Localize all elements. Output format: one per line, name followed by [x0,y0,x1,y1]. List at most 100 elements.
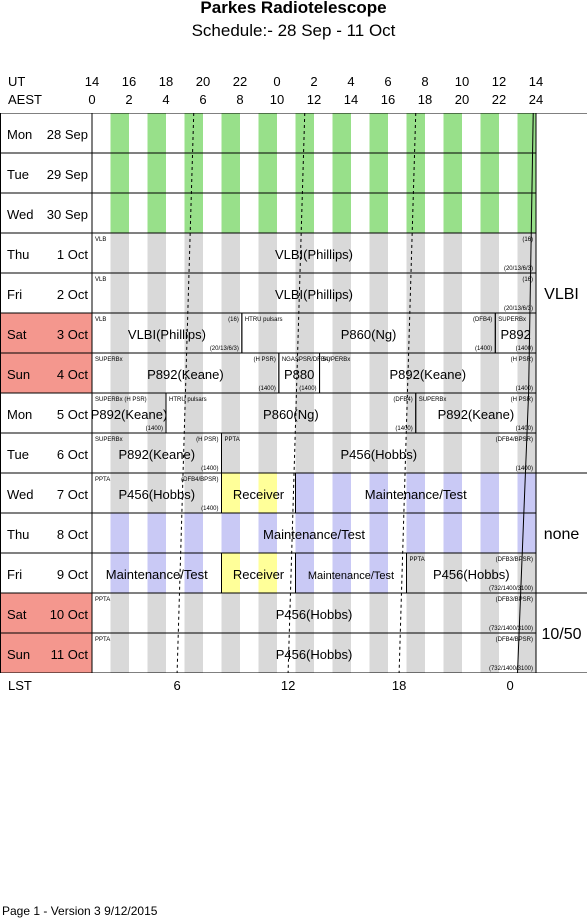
hour-stripe [480,273,499,313]
hour-stripe [184,393,203,433]
hour-stripe [369,633,388,673]
hour-stripe [480,393,499,433]
hour-stripe [221,633,240,673]
block-backend: (H PSR) [511,397,533,403]
day-cell [0,153,92,193]
block-frequency: (1400) [516,346,533,352]
maintenance-stripe [110,513,129,553]
block-project-tag: PPTA [410,557,425,563]
maintenance-stripe [332,473,351,513]
hour-stripe [258,633,277,673]
receiver-stripe [221,473,240,513]
hour-stripe [147,473,166,513]
hour-stripe [406,233,425,273]
day-date: 11 Oct [51,647,89,662]
lst-zero-line [517,113,534,673]
hour-stripe [443,553,462,593]
hour-stripe [184,353,203,393]
day-weekday: Thu [7,247,29,262]
hour-stripe [147,353,166,393]
block-project-tag: PPTA [95,597,110,603]
ut-tick: 14 [84,74,100,89]
day-date: 6 Oct [57,447,88,462]
day-date: 7 Oct [57,487,88,502]
block-project-tag: SUPERBx [419,397,447,403]
hour-stripe [443,393,462,433]
block-project-tag: PPTA [95,637,110,643]
ut-tick: 14 [528,74,544,89]
hour-stripe [480,233,499,273]
day-date: 30 Sep [47,207,88,222]
day-weekday: Mon [7,127,32,142]
hour-stripe [147,313,166,353]
schedule-grid: Mon 28 Sep Tue 29 Sep Wed 30 Sep Thu 1 Oct Fri 2 … [0,113,587,673]
lst-tick: 18 [391,678,407,693]
lst-tick: 0 [506,678,514,693]
block-label: P892(Keane) [147,367,224,382]
maintenance-stripe [406,473,425,513]
day-cell [0,513,92,553]
block-label: Maintenance/Test [308,570,394,582]
block-frequency: (1400) [516,386,533,392]
hour-stripe [295,433,314,473]
hour-stripe [184,633,203,673]
block-label: P860(Ng) [341,327,397,342]
hour-stripe [480,153,499,193]
block-frequency: (1400) [259,386,276,392]
day-cell [0,473,92,513]
block-backend: (DFB3/BPSR) [496,557,533,563]
hour-stripe [517,113,536,153]
block-label: VLBI(Phillips) [128,327,206,342]
block-label: Receiver [233,487,285,502]
hour-stripe [184,473,203,513]
receiver-label: 10/50 [541,626,581,643]
block-label: P880 [284,367,314,382]
maintenance-stripe [369,473,388,513]
block-label: P892(Keane) [438,407,515,422]
ut-tick: 0 [273,74,281,89]
hour-stripe [443,233,462,273]
hour-stripe [517,433,536,473]
day-weekday: Sun [7,367,30,382]
hour-stripe [258,593,277,633]
block-frequency: (20/13/6/3) [504,266,533,272]
maintenance-stripe [295,473,314,513]
maintenance-stripe [443,473,462,513]
ut-tick: 6 [384,74,392,89]
hour-stripe [480,353,499,393]
aest-tick: 14 [343,92,359,107]
hour-stripe [221,393,240,433]
block-label: Maintenance/Test [365,487,467,502]
hour-stripe [480,633,499,673]
receiver-label: VLBI [544,286,579,303]
block-label: Maintenance/Test [106,567,208,582]
block-project-tag: VLB [95,277,106,283]
hour-stripe [406,433,425,473]
day-cell [0,433,92,473]
hour-stripe [147,433,166,473]
page-subtitle: Schedule:- 28 Sep - 11 Oct [191,21,396,40]
receiver-stripe [258,553,277,593]
block-backend: (DFB4/BPSR) [496,437,533,443]
aest-tick: 12 [306,92,322,107]
day-date: 3 Oct [57,327,88,342]
hour-stripe [369,433,388,473]
hour-stripe [369,273,388,313]
hour-stripe [110,393,129,433]
day-date: 9 Oct [57,567,88,582]
block-project-tag: SUPERBx (H PSR) [95,397,147,403]
hour-stripe [295,353,314,393]
block-label: Maintenance/Test [263,527,365,542]
hour-stripe [332,193,351,233]
hour-stripe [147,273,166,313]
block-label: VLBI(Phillips) [275,287,353,302]
maintenance-stripe [221,513,240,553]
day-cell [0,313,92,353]
day-cell [0,113,92,153]
lst-tick: 12 [280,678,296,693]
hour-stripe [110,433,129,473]
hour-stripe [258,353,277,393]
block-project-tag: SUPERBx [498,317,526,323]
hour-stripe [332,353,351,393]
block-project-tag: HTRU pulsars [245,317,283,323]
